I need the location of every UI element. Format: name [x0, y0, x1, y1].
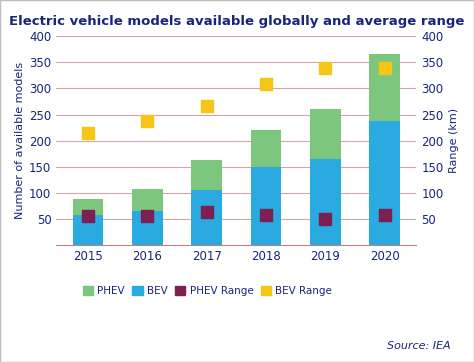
- Legend: PHEV, BEV, PHEV Range, BEV Range: PHEV, BEV, PHEV Range, BEV Range: [79, 282, 336, 300]
- Point: [262, 81, 270, 87]
- Point: [381, 64, 388, 70]
- Bar: [132, 189, 163, 211]
- Point: [321, 64, 329, 70]
- Point: [84, 130, 92, 136]
- Point: [321, 216, 329, 222]
- Point: [262, 212, 270, 218]
- Point: [144, 118, 151, 124]
- Bar: [310, 109, 341, 159]
- Bar: [369, 121, 400, 245]
- Point: [203, 210, 210, 215]
- Bar: [132, 211, 163, 245]
- Bar: [191, 190, 222, 245]
- Y-axis label: Range (km): Range (km): [449, 108, 459, 173]
- Title: Electric vehicle models available globally and average range: Electric vehicle models available global…: [9, 15, 464, 28]
- Bar: [73, 199, 103, 215]
- Point: [144, 213, 151, 219]
- Bar: [369, 54, 400, 121]
- Point: [84, 213, 92, 219]
- Bar: [191, 160, 222, 190]
- Bar: [73, 215, 103, 245]
- Point: [381, 212, 388, 218]
- Y-axis label: Number of available models: Number of available models: [15, 62, 25, 219]
- Text: Source: IEA: Source: IEA: [387, 341, 450, 351]
- Bar: [251, 167, 282, 245]
- Bar: [310, 159, 341, 245]
- Point: [203, 103, 210, 109]
- Bar: [251, 130, 282, 167]
